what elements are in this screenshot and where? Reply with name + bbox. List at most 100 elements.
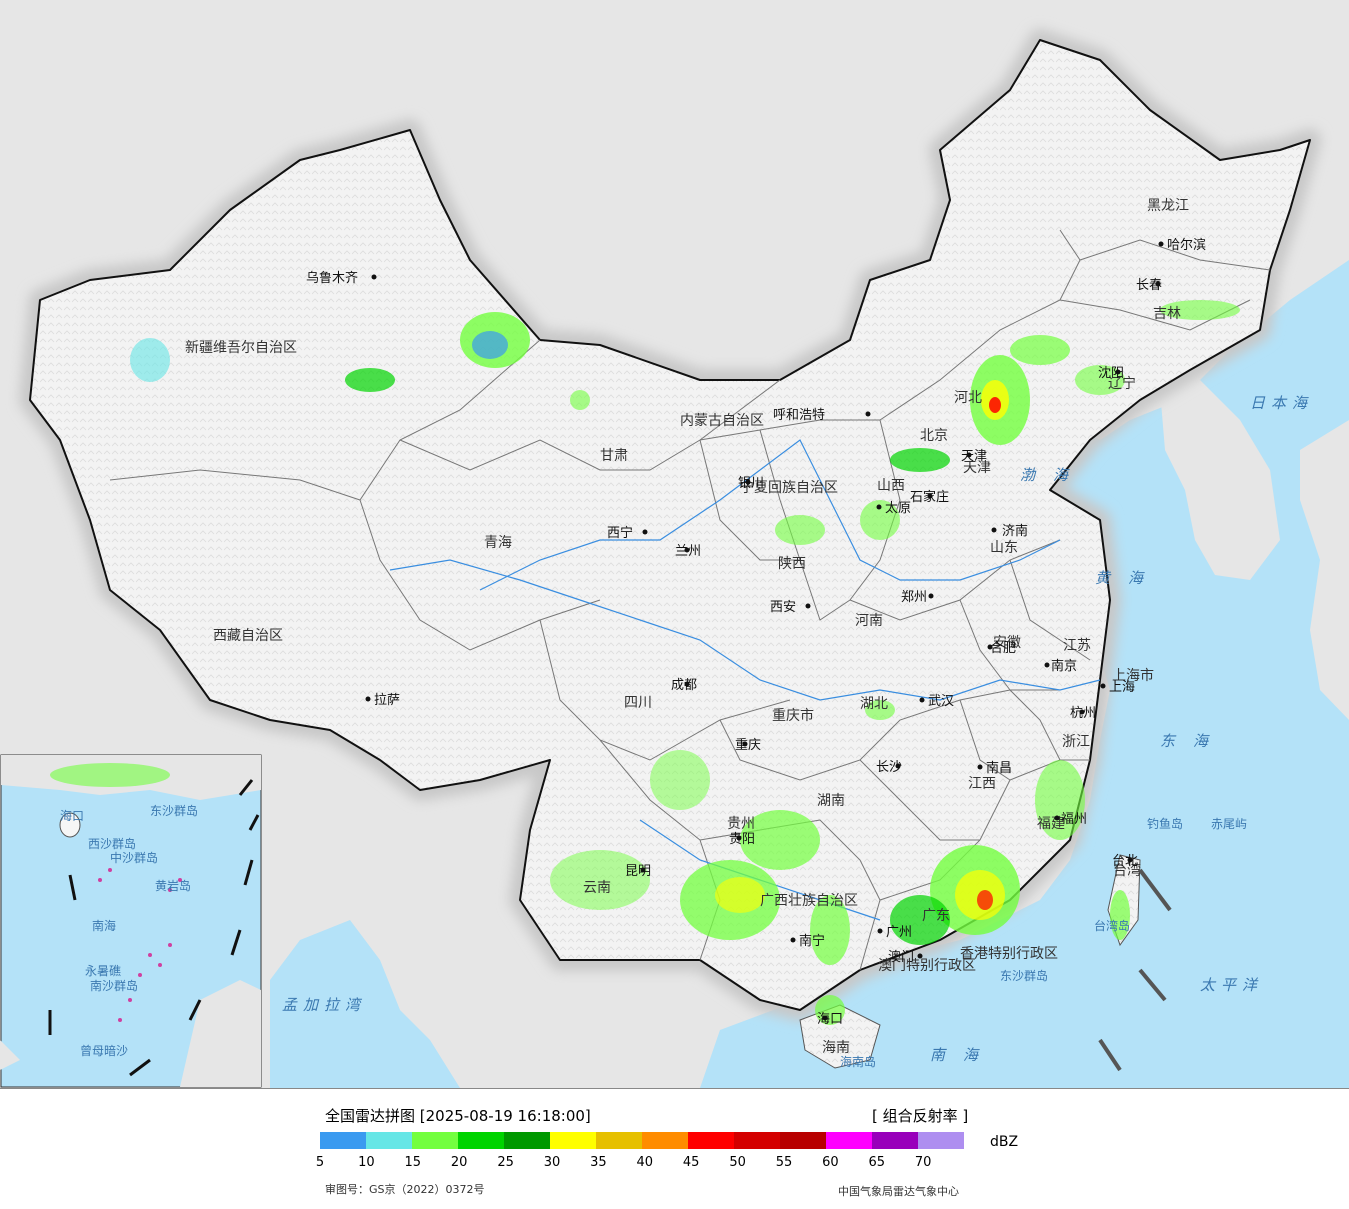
city-marker [640, 867, 646, 873]
city-marker [877, 928, 883, 934]
scale-tick-label: 60 [822, 1155, 839, 1170]
scale-swatch [550, 1132, 596, 1149]
province-label: 重庆市 [772, 707, 814, 724]
city-marker [745, 479, 751, 485]
city-marker [1115, 369, 1121, 375]
province-label: 西藏自治区 [213, 628, 283, 644]
scale-swatch [504, 1132, 550, 1149]
city-label: 银川 [738, 476, 764, 491]
city-marker [684, 547, 690, 553]
inset-label: 中沙群岛 [110, 850, 158, 865]
korean-peninsula [1160, 380, 1280, 580]
scale-tick-label: 35 [590, 1155, 607, 1170]
scale-swatch [780, 1132, 826, 1149]
province-label: 香港特别行政区 [960, 946, 1058, 962]
city-label: 郑州 [901, 590, 927, 605]
city-label: 上海 [1109, 680, 1135, 695]
color-scale-ticks: 5 10 15 20 25 30 35 40 45 50 55 60 65 70 [300, 1155, 960, 1173]
province-label: 浙江 [1062, 734, 1090, 750]
city-label: 广州 [886, 925, 912, 940]
city-marker [895, 763, 901, 769]
city-label: 南昌 [986, 760, 1012, 776]
province-label: 广东 [922, 908, 950, 924]
city-marker [742, 741, 748, 747]
approval-number: 审图号：GS京（2022）0372号 [325, 1183, 485, 1196]
province-label: 北京 [920, 428, 948, 444]
legend-unit: dBZ [990, 1134, 1019, 1150]
inset-label: 海口 [60, 808, 84, 823]
scale-swatch [642, 1132, 688, 1149]
inset-label: 南沙群岛 [90, 978, 138, 993]
city-labels: 乌鲁木齐拉萨西宁兰州银川呼和浩特哈尔滨长春沈阳石家庄天津济南郑州西安成都重庆武汉… [306, 237, 1206, 1027]
sea-label: 东海 [1160, 732, 1226, 750]
sea-label: 日本海 [1250, 394, 1313, 412]
city-marker [1100, 683, 1106, 689]
city-label: 长春 [1136, 278, 1162, 293]
city-marker [917, 953, 923, 959]
province-label: 河北 [954, 390, 982, 406]
province-label: 河南 [855, 613, 883, 629]
province-label: 新疆维吾尔自治区 [185, 340, 297, 356]
island-label: 东沙群岛 [1000, 968, 1048, 983]
sea-label: 孟加拉湾 [282, 996, 366, 1014]
scale-tick-label: 10 [358, 1155, 375, 1170]
city-label: 台北 [1112, 854, 1138, 869]
city-label: 太原 [885, 501, 911, 516]
province-label: 内蒙古自治区 [680, 413, 764, 429]
scale-tick-label: 40 [636, 1155, 654, 1170]
province-label: 台湾 [1113, 862, 1141, 879]
city-marker [928, 593, 934, 599]
city-marker [822, 1015, 828, 1021]
scale-swatch [688, 1132, 734, 1149]
city-label: 合肥 [990, 641, 1016, 656]
province-label: 四川 [624, 695, 652, 711]
province-label: 山东 [990, 540, 1018, 556]
japan-island [1300, 420, 1349, 720]
city-label: 济南 [1002, 523, 1028, 539]
sea-label: 太平洋 [1200, 976, 1263, 994]
city-label: 天津 [961, 449, 987, 464]
city-marker [991, 527, 997, 533]
city-label: 贵阳 [729, 832, 755, 847]
scale-tick-label: 45 [682, 1155, 700, 1170]
city-marker [790, 937, 796, 943]
city-marker [1079, 709, 1085, 715]
city-marker [1044, 662, 1050, 668]
sea-bay-of-bengal [270, 920, 460, 1088]
city-label: 南宁 [799, 933, 825, 949]
province-label: 青海 [484, 535, 512, 551]
city-marker [966, 452, 972, 458]
city-label: 福州 [1061, 812, 1087, 827]
inset-label: 永暑礁 [85, 963, 121, 978]
scale-tick-label: 15 [404, 1155, 422, 1170]
city-label: 杭州 [1070, 706, 1096, 721]
island-label: 钓鱼岛 [1147, 816, 1183, 831]
city-label: 武汉 [928, 694, 954, 709]
city-marker [684, 681, 690, 687]
scale-tick-label: 5 [315, 1155, 325, 1170]
inset-label: 东沙群岛 [150, 803, 198, 818]
province-label: 江苏 [1063, 638, 1091, 654]
city-marker [736, 835, 742, 841]
city-label: 澳门 [888, 949, 914, 965]
province-label: 黑龙江 [1147, 198, 1189, 214]
city-marker [1155, 281, 1161, 287]
sea-label: 南海 [930, 1046, 996, 1064]
scale-tick-label: 50 [729, 1155, 746, 1170]
legend-product: [ 组合反射率 ] [872, 1107, 969, 1125]
city-label: 呼和浩特 [773, 408, 825, 423]
province-label: 辽宁 [1108, 375, 1136, 392]
scale-tick-label: 65 [868, 1155, 886, 1170]
city-marker [1054, 815, 1060, 821]
scale-tick-label: 25 [497, 1155, 514, 1170]
city-label: 哈尔滨 [1167, 237, 1206, 253]
province-label: 澳门特别行政区 [878, 958, 976, 974]
province-label: 湖北 [860, 696, 888, 712]
radar-echoes [130, 300, 1240, 1025]
scale-swatch [918, 1132, 964, 1149]
